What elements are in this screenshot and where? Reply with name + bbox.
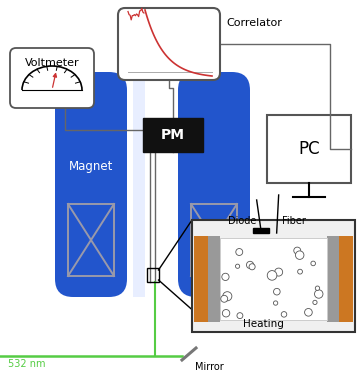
FancyBboxPatch shape — [178, 72, 250, 297]
Circle shape — [298, 269, 302, 274]
Circle shape — [294, 247, 301, 254]
Bar — [192, 220, 355, 332]
Circle shape — [222, 310, 230, 317]
FancyBboxPatch shape — [10, 48, 94, 108]
Text: Voltmeter: Voltmeter — [25, 58, 79, 68]
Text: PM: PM — [161, 128, 185, 142]
Bar — [68, 204, 114, 276]
Circle shape — [315, 286, 320, 290]
Bar — [147, 268, 159, 282]
Circle shape — [236, 264, 240, 268]
FancyBboxPatch shape — [118, 8, 220, 80]
Text: 532 nm: 532 nm — [8, 359, 45, 369]
Circle shape — [313, 300, 317, 305]
Bar — [133, 72, 145, 297]
Text: Magnet: Magnet — [69, 160, 113, 173]
Circle shape — [236, 249, 243, 256]
Bar — [267, 115, 351, 183]
Bar — [220, 238, 327, 320]
FancyBboxPatch shape — [55, 72, 127, 297]
Circle shape — [249, 264, 255, 270]
Bar — [191, 204, 237, 276]
Circle shape — [305, 308, 312, 316]
Text: Diode: Diode — [228, 216, 257, 226]
Circle shape — [222, 273, 229, 280]
Circle shape — [274, 288, 280, 295]
Text: PC: PC — [298, 140, 320, 158]
Circle shape — [223, 292, 232, 301]
Circle shape — [311, 261, 315, 266]
Circle shape — [295, 251, 304, 259]
Circle shape — [273, 301, 278, 305]
Circle shape — [237, 313, 243, 319]
Circle shape — [281, 311, 287, 317]
Bar — [194, 236, 208, 322]
Bar — [208, 236, 220, 322]
Text: Heating: Heating — [243, 319, 284, 329]
Circle shape — [267, 271, 277, 280]
Text: Mirror: Mirror — [195, 362, 224, 372]
Bar — [143, 118, 203, 152]
Bar — [253, 228, 269, 233]
Bar — [327, 236, 339, 322]
Circle shape — [275, 268, 283, 276]
Bar — [339, 236, 353, 322]
Circle shape — [246, 261, 254, 268]
Circle shape — [221, 295, 228, 302]
Text: Correlator: Correlator — [226, 18, 282, 28]
Circle shape — [314, 290, 323, 298]
Text: Fiber: Fiber — [282, 216, 306, 226]
